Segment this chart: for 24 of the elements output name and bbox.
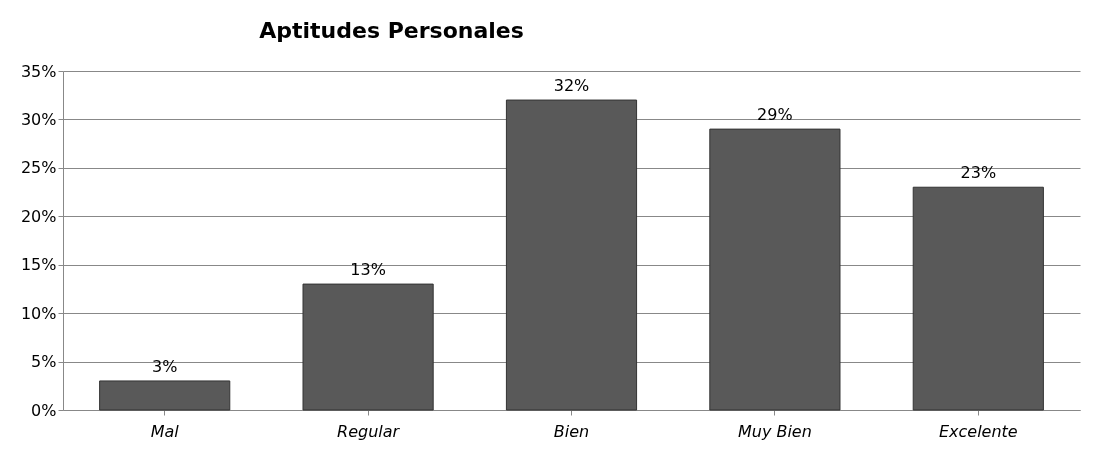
data-label: 32% — [553, 76, 590, 96]
data-label: 13% — [350, 260, 386, 280]
data-label: 23% — [960, 163, 997, 183]
bar — [709, 128, 841, 411]
data-label: 3% — [152, 356, 178, 376]
chart-title: Aptitudes Personales — [259, 18, 524, 43]
y-tick-label: 5% — [31, 352, 57, 372]
bar — [302, 283, 434, 411]
y-tick-label: 0% — [31, 400, 57, 420]
x-tick-label: Regular — [337, 421, 401, 441]
y-tick-label: 15% — [20, 255, 57, 275]
x-tick-label: Mal — [150, 421, 180, 441]
bar — [912, 186, 1044, 411]
bar — [99, 380, 231, 411]
y-tick-label: 20% — [20, 206, 57, 226]
y-tick-label: 10% — [20, 303, 57, 323]
data-label: 29% — [757, 105, 793, 125]
y-tick-label: 30% — [20, 109, 57, 129]
y-tick-label: 35% — [20, 61, 57, 81]
x-tick-label: Bien — [553, 421, 590, 441]
y-tick-label: 25% — [20, 158, 57, 178]
x-tick-label: Excelente — [938, 421, 1018, 441]
bar — [505, 99, 638, 411]
x-tick-label: Muy Bien — [737, 421, 812, 441]
